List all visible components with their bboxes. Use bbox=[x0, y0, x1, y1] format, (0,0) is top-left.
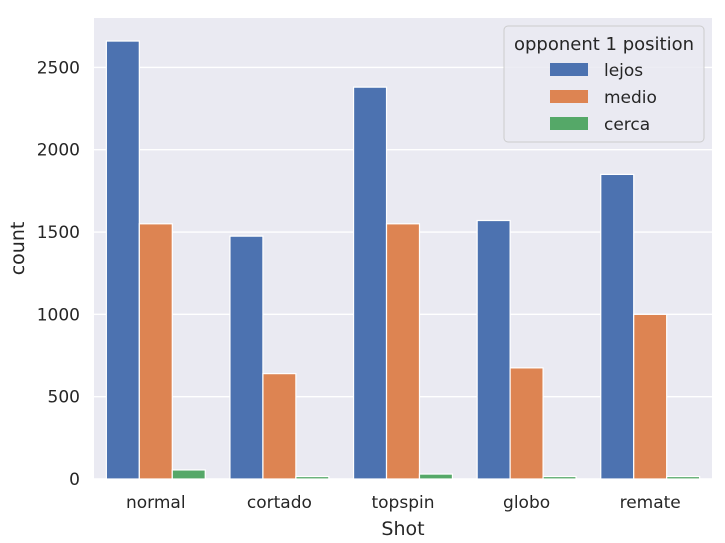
x-tick-label: cortado bbox=[247, 493, 312, 513]
legend-swatch-medio bbox=[550, 90, 588, 103]
x-tick-label: topspin bbox=[371, 493, 434, 513]
bar-medio-globo bbox=[509, 367, 544, 480]
bar-lejos-normal bbox=[105, 40, 140, 480]
x-tick-labels: normal cortado topspin globo remate bbox=[126, 493, 681, 513]
bar-cerca-normal bbox=[171, 469, 206, 480]
bar-cerca-globo bbox=[542, 475, 577, 480]
legend-swatch-lejos bbox=[550, 63, 588, 76]
bar-medio-topspin bbox=[385, 223, 421, 480]
legend-entries: lejos medio cerca bbox=[550, 61, 657, 135]
y-tick-labels: 0 500 1000 1500 2000 2500 bbox=[37, 58, 80, 490]
y-axis-label: count bbox=[7, 222, 29, 276]
legend-swatch-cerca bbox=[550, 117, 588, 130]
x-tick-label: globo bbox=[503, 493, 550, 513]
y-tick-label: 2500 bbox=[37, 58, 80, 78]
x-axis-label: Shot bbox=[381, 518, 424, 540]
bar-lejos-remate bbox=[600, 173, 635, 480]
legend-box bbox=[503, 25, 705, 143]
legend: opponent 1 position lejos medio cerca bbox=[503, 25, 705, 143]
bar-medio-remate bbox=[633, 313, 668, 480]
legend-title: opponent 1 position bbox=[514, 34, 694, 55]
bars bbox=[105, 40, 701, 480]
bar-lejos-cortado bbox=[229, 235, 264, 480]
y-tick-label: 0 bbox=[69, 470, 80, 490]
y-tick-label: 500 bbox=[48, 388, 80, 408]
bar-cerca-topspin bbox=[418, 473, 454, 480]
bar-cerca-remate bbox=[666, 475, 701, 480]
legend-label-cerca: cerca bbox=[604, 115, 650, 135]
bar-cerca-cortado bbox=[295, 475, 330, 480]
legend-label-medio: medio bbox=[604, 88, 657, 108]
bar-lejos-topspin bbox=[352, 86, 388, 480]
bar-medio-cortado bbox=[262, 373, 297, 480]
bar-medio-normal bbox=[138, 223, 173, 480]
y-tick-label: 1000 bbox=[37, 305, 80, 325]
legend-label-lejos: lejos bbox=[604, 61, 643, 81]
y-tick-label: 2000 bbox=[37, 141, 80, 161]
x-tick-label: normal bbox=[126, 493, 186, 513]
y-tick-label: 1500 bbox=[37, 223, 80, 243]
x-tick-label: remate bbox=[620, 493, 681, 513]
bar-lejos-globo bbox=[476, 219, 511, 480]
